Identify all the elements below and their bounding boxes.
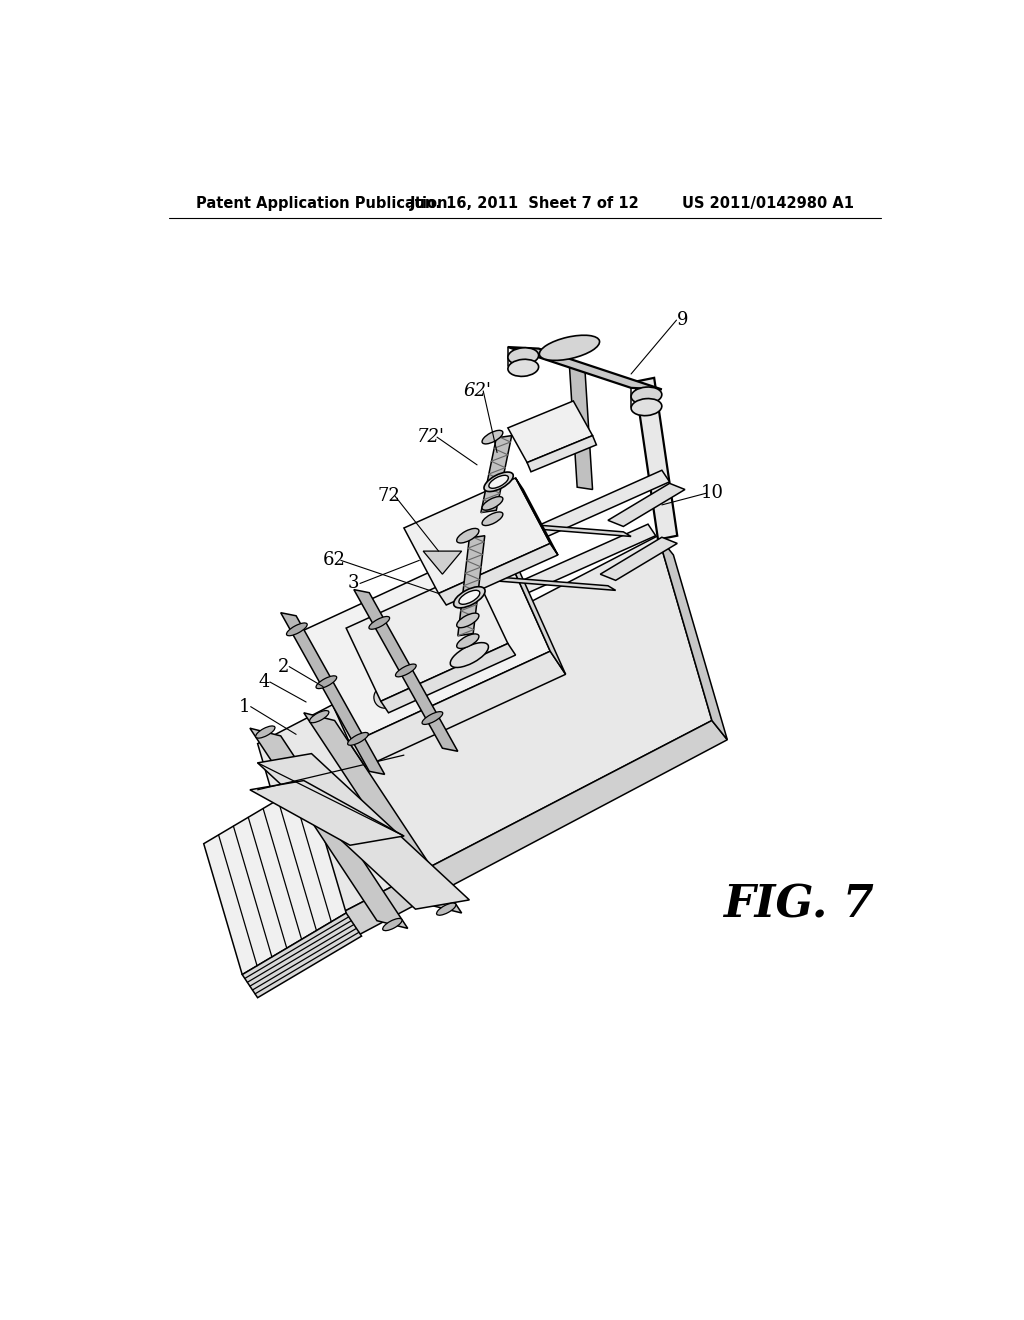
Ellipse shape xyxy=(631,399,662,416)
Ellipse shape xyxy=(540,335,600,360)
Ellipse shape xyxy=(383,919,402,931)
Polygon shape xyxy=(403,478,550,594)
Ellipse shape xyxy=(508,347,539,364)
Polygon shape xyxy=(250,729,408,928)
Text: 62': 62' xyxy=(463,381,492,400)
Ellipse shape xyxy=(436,903,456,915)
Ellipse shape xyxy=(457,528,479,543)
Ellipse shape xyxy=(256,726,275,738)
Polygon shape xyxy=(515,470,670,548)
Polygon shape xyxy=(304,713,462,913)
Polygon shape xyxy=(204,781,346,974)
Ellipse shape xyxy=(287,623,307,636)
Ellipse shape xyxy=(451,643,488,668)
Text: 62: 62 xyxy=(324,552,346,569)
Polygon shape xyxy=(515,478,558,554)
Polygon shape xyxy=(508,401,593,462)
Polygon shape xyxy=(258,754,469,909)
Polygon shape xyxy=(458,536,484,636)
Ellipse shape xyxy=(482,496,503,510)
Polygon shape xyxy=(300,540,550,743)
Text: 2: 2 xyxy=(278,657,289,676)
Polygon shape xyxy=(438,544,558,605)
Ellipse shape xyxy=(488,475,508,488)
Ellipse shape xyxy=(457,612,479,628)
Polygon shape xyxy=(381,644,515,713)
Polygon shape xyxy=(658,536,727,739)
Polygon shape xyxy=(477,520,631,536)
Text: 1: 1 xyxy=(239,698,250,715)
Polygon shape xyxy=(281,612,385,775)
Ellipse shape xyxy=(508,359,539,376)
Circle shape xyxy=(374,686,395,708)
Ellipse shape xyxy=(482,512,503,525)
Polygon shape xyxy=(508,347,662,389)
Ellipse shape xyxy=(457,634,479,648)
Polygon shape xyxy=(569,367,593,490)
Polygon shape xyxy=(250,780,403,845)
Ellipse shape xyxy=(459,590,480,605)
Ellipse shape xyxy=(454,586,485,609)
Polygon shape xyxy=(608,483,685,527)
Text: Patent Application Publication: Patent Application Publication xyxy=(196,195,447,211)
Polygon shape xyxy=(243,913,361,998)
Ellipse shape xyxy=(631,387,662,404)
Polygon shape xyxy=(354,590,458,751)
Text: 9: 9 xyxy=(677,312,688,329)
Polygon shape xyxy=(462,574,615,590)
Polygon shape xyxy=(350,651,565,767)
Polygon shape xyxy=(311,721,727,948)
Polygon shape xyxy=(258,536,712,928)
Text: US 2011/0142980 A1: US 2011/0142980 A1 xyxy=(682,195,854,211)
Polygon shape xyxy=(481,436,512,512)
Text: 72': 72' xyxy=(417,428,444,446)
Text: 3: 3 xyxy=(348,574,359,593)
Polygon shape xyxy=(500,540,565,675)
Text: Jun. 16, 2011  Sheet 7 of 12: Jun. 16, 2011 Sheet 7 of 12 xyxy=(410,195,640,211)
Polygon shape xyxy=(502,524,655,601)
Text: 72: 72 xyxy=(377,487,400,504)
Ellipse shape xyxy=(369,616,389,630)
Text: 10: 10 xyxy=(700,484,723,503)
Ellipse shape xyxy=(395,664,416,677)
Polygon shape xyxy=(423,552,462,574)
Polygon shape xyxy=(527,436,596,471)
Ellipse shape xyxy=(422,711,442,725)
Ellipse shape xyxy=(309,710,329,723)
Ellipse shape xyxy=(347,733,369,746)
Polygon shape xyxy=(635,378,677,540)
Ellipse shape xyxy=(316,676,337,689)
Ellipse shape xyxy=(482,430,503,444)
Text: FIG. 7: FIG. 7 xyxy=(724,884,874,927)
Ellipse shape xyxy=(484,473,513,491)
Polygon shape xyxy=(346,570,508,701)
Polygon shape xyxy=(600,537,677,581)
Text: 4: 4 xyxy=(258,673,269,690)
